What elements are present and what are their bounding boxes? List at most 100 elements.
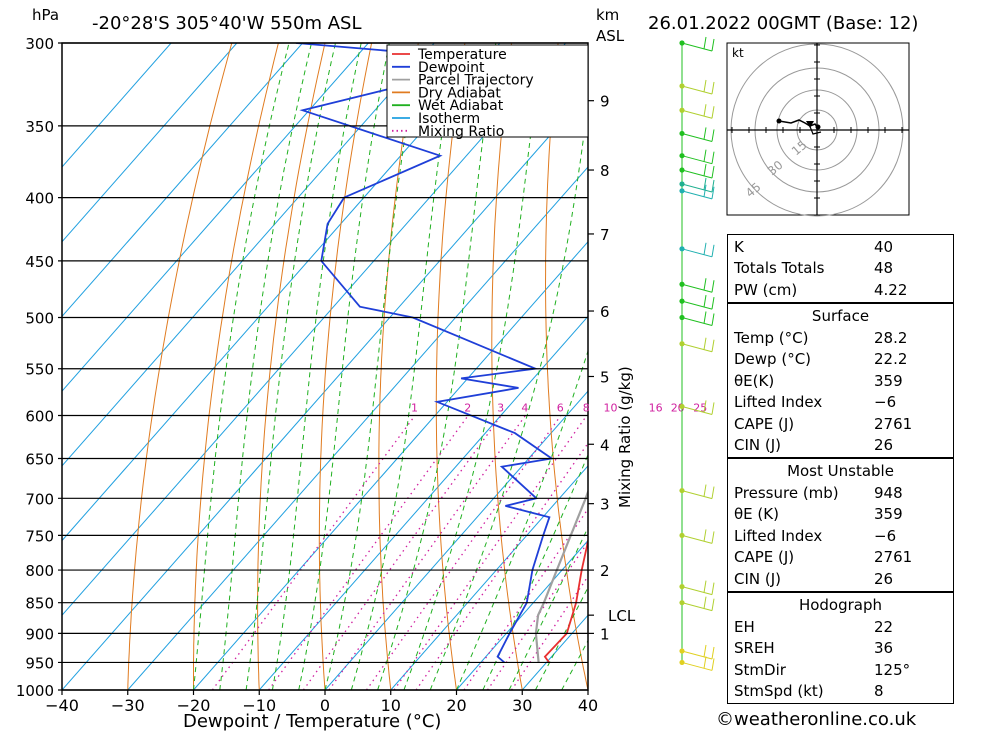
wind-barbs xyxy=(679,36,715,671)
isobar-lines xyxy=(58,42,588,691)
wind-barb-flag xyxy=(703,656,707,669)
pressure-tick-label: 550 xyxy=(25,361,54,379)
footer-credit[interactable]: ©weatheronline.co.uk xyxy=(716,709,917,730)
wind-barb-shaft xyxy=(681,343,713,353)
wind-barb-flag xyxy=(703,580,707,593)
wind-barb-shaft xyxy=(681,405,713,415)
legend-label: Isotherm xyxy=(418,111,480,127)
hodo-row-eh: EH 22 xyxy=(734,618,894,636)
isotherm-line xyxy=(324,390,588,690)
mu-row-pressure: Pressure (mb) 948 xyxy=(734,484,903,502)
hodograph-panel: Hodograph EH 22 SREH 36 StmDir 125° StmSpd … xyxy=(727,592,954,704)
wind-barb-flag xyxy=(703,242,707,255)
wind-barb-flag xyxy=(703,484,707,497)
mu-row-lifted: Lifted Index −6 xyxy=(734,527,897,545)
isotherm-line xyxy=(62,43,501,542)
wind-barb-flag xyxy=(711,402,715,415)
km-tick-label: 2 xyxy=(600,562,610,580)
mixing-ratio-line xyxy=(463,507,588,690)
datetime-title: 26.01.2022 00GMT (Base: 12) xyxy=(648,13,918,34)
wind-barb-flag xyxy=(703,295,707,308)
index-row-totals: Totals Totals 48 xyxy=(734,259,894,277)
wind-barb-shaft xyxy=(681,42,713,52)
pressure-tick-label: 850 xyxy=(25,595,54,613)
mixing-ratio-line xyxy=(393,415,588,690)
wind-barb-point xyxy=(679,181,685,187)
wind-barb-flag xyxy=(711,186,715,199)
dry-adiabat-line xyxy=(127,43,233,690)
surface-panel: Surface Temp (°C) 28.2 Dewp (°C) 22.2 θE(K… xyxy=(727,303,954,458)
axis-labels: 3003504004505005506006507007508008509009… xyxy=(16,35,598,715)
pressure-tick-label: 300 xyxy=(25,35,54,53)
km-tick-label: 5 xyxy=(600,368,610,386)
temp-tick-label: −10 xyxy=(242,696,276,715)
wet-adiabat-line xyxy=(482,453,588,690)
wet-adiabat-line xyxy=(377,43,497,690)
wind-barb-flag xyxy=(703,278,707,291)
mixing-ratio-line xyxy=(510,575,588,690)
hodo-row-sreh: SREH 36 xyxy=(734,639,894,657)
wind-barb-shaft xyxy=(681,317,713,326)
wet-adiabat-line xyxy=(350,43,457,690)
mixing-ratio-label: 8 xyxy=(583,401,590,414)
wind-barb-flag xyxy=(703,644,707,658)
mixing-ratio-line xyxy=(365,415,562,690)
isotherm-line xyxy=(62,91,588,690)
wind-barb-shaft xyxy=(681,602,713,612)
km-tick-label: 3 xyxy=(600,496,610,514)
dry-adiabat-line xyxy=(544,43,588,690)
hodograph-point xyxy=(776,118,782,124)
hodograph-trace xyxy=(778,119,819,129)
km-tick-label: 7 xyxy=(600,226,610,244)
most-unstable-title: Most Unstable xyxy=(787,462,894,480)
index-row-pw: PW (cm) 4.22 xyxy=(734,281,908,299)
wind-barb-shaft xyxy=(681,283,713,293)
mixing-ratio-axis-title: Mixing Ratio (g/kg) xyxy=(616,366,634,508)
isotherm-line xyxy=(258,315,588,690)
mixing-ratio-label: 4 xyxy=(521,401,528,414)
wind-barb-flag xyxy=(703,149,707,162)
isotherm-line xyxy=(62,43,303,318)
wind-barb-flag xyxy=(703,529,707,542)
wind-barb-flag xyxy=(703,177,707,191)
hodo-row-stmspd: StmSpd (kt) 8 xyxy=(734,682,884,700)
wind-barb-shaft xyxy=(681,650,713,660)
hodograph-point xyxy=(815,124,821,130)
wind-barb-flag xyxy=(711,646,715,660)
isotherm-line xyxy=(62,43,238,243)
legend-label: Dewpoint xyxy=(418,60,485,76)
hodograph-title: Hodograph xyxy=(798,596,883,614)
wind-barb-shaft xyxy=(681,169,713,179)
mu-row-cape: CAPE (J) 2761 xyxy=(734,548,913,566)
wind-barb-flag xyxy=(711,179,715,193)
pressure-tick-label: 600 xyxy=(25,407,54,425)
wind-barb-shaft xyxy=(681,248,713,258)
surface-row-cape: CAPE (J) 2761 xyxy=(734,415,913,433)
pressure-tick-label: 700 xyxy=(25,490,54,508)
dry-adiabat-line xyxy=(318,43,373,690)
mixing-ratio-label: 2 xyxy=(464,401,471,414)
wind-barb-flag xyxy=(703,36,707,50)
wet-adiabat-line xyxy=(219,43,312,690)
wind-barb-flag xyxy=(703,184,707,197)
km-tick-label: LCL xyxy=(608,607,636,625)
wind-barb-flag xyxy=(703,104,707,117)
wind-barb-flag xyxy=(703,311,707,324)
pressure-tick-label: 900 xyxy=(25,625,54,643)
mixing-ratio-label: 16 xyxy=(649,401,663,414)
wind-barb-flag xyxy=(703,79,707,93)
wind-barb-point xyxy=(679,188,685,194)
wind-barb-flag xyxy=(703,337,707,350)
mixing-ratio-line xyxy=(486,540,588,690)
temp-tick-label: −20 xyxy=(177,696,211,715)
hpa-unit-label: hPa xyxy=(32,6,59,24)
mixing-ratio-label: 1 xyxy=(411,401,418,414)
legend-label: Parcel Trajectory xyxy=(418,73,534,89)
mixing-ratio-label: 10 xyxy=(603,401,617,414)
isotherm-line xyxy=(62,43,172,168)
surface-row-temp: Temp (°C) 28.2 xyxy=(734,329,908,347)
wind-barb-flag xyxy=(711,297,715,310)
dry-adiabat-line xyxy=(648,43,720,690)
pressure-tick-label: 650 xyxy=(25,451,54,469)
